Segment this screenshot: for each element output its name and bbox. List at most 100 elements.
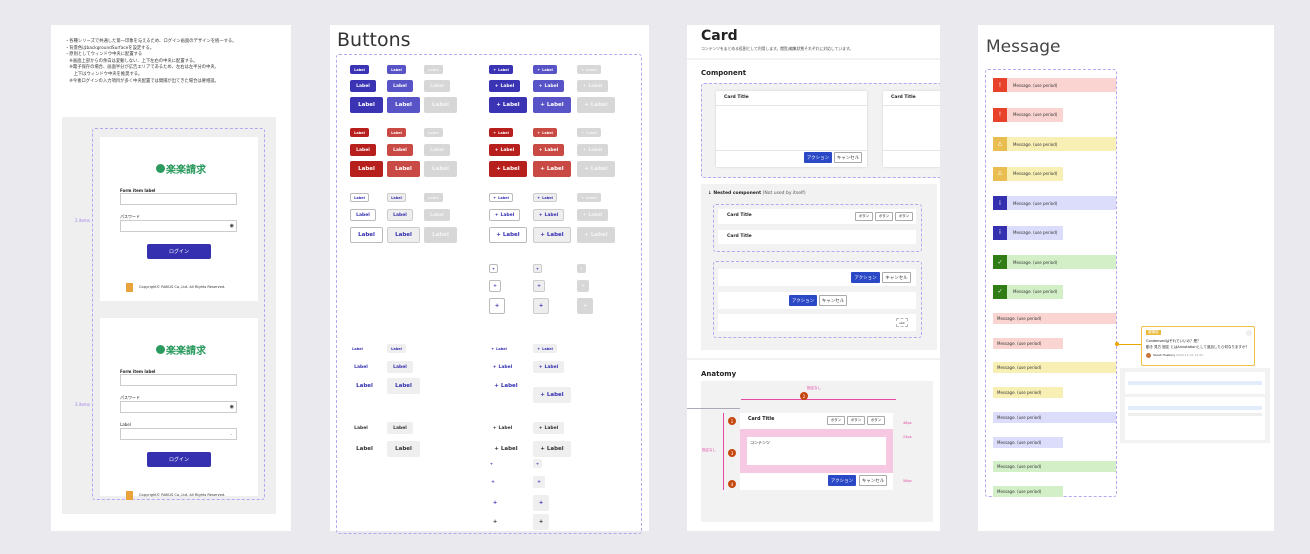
small-button[interactable]: ボタン (855, 212, 873, 221)
eye-off-icon[interactable]: ◉ (229, 404, 234, 410)
text-button-with-icon[interactable]: + Label (487, 378, 525, 394)
text-button[interactable]: Label (348, 361, 374, 373)
action-button[interactable]: アクション (828, 475, 856, 486)
eye-off-icon[interactable]: ◉ (229, 223, 234, 229)
cancel-button[interactable]: キャンセル (859, 475, 887, 486)
secondary-button[interactable]: Label (387, 227, 420, 243)
icon-button[interactable]: + (489, 280, 501, 292)
danger-button-with-icon[interactable]: + Label (489, 144, 520, 156)
secondary-button-with-icon[interactable]: + Label (489, 209, 520, 221)
danger-button[interactable]: Label (424, 128, 443, 137)
primary-button[interactable]: Label (350, 65, 369, 74)
icon-button[interactable]: + (489, 298, 505, 314)
neutral-text-button-with-icon[interactable]: + Label (533, 441, 571, 457)
secondary-button[interactable]: Label (350, 227, 383, 243)
primary-button-with-icon[interactable]: + Label (489, 65, 513, 74)
text-button-with-icon[interactable]: + Label (487, 344, 511, 353)
cancel-button[interactable]: キャンセル (819, 295, 847, 306)
action-button[interactable]: アクション (789, 295, 817, 306)
neutral-text-button-with-icon[interactable]: + Label (487, 441, 525, 457)
text-button-with-icon[interactable]: + Label (533, 387, 571, 403)
secondary-button-with-icon[interactable]: + Label (577, 227, 615, 243)
neutral-text-button[interactable]: Label (348, 422, 374, 434)
text-button-with-icon[interactable]: + Label (487, 361, 518, 373)
text-icon-button[interactable]: + (533, 514, 549, 530)
primary-button[interactable]: Label (424, 65, 443, 74)
select-input[interactable]: ⌄ (120, 428, 237, 440)
text-button[interactable]: Label (387, 344, 406, 353)
text-icon-button[interactable]: + (533, 476, 545, 488)
text-button[interactable]: Label (387, 378, 420, 394)
secondary-button[interactable]: Label (350, 193, 369, 202)
small-button[interactable]: ボタン (867, 416, 885, 425)
cancel-button[interactable]: キャンセル (882, 272, 911, 283)
secondary-button-with-icon[interactable]: + Label (489, 193, 513, 202)
danger-button[interactable]: Label (387, 128, 406, 137)
text-icon-button[interactable]: + (533, 495, 549, 511)
text-button[interactable]: Label (387, 361, 413, 373)
password-input[interactable]: ◉ (120, 401, 237, 413)
primary-button-with-icon[interactable]: + Label (489, 80, 520, 92)
text-icon-button[interactable]: + (487, 514, 503, 530)
primary-button[interactable]: Label (350, 97, 383, 113)
comment-popup[interactable]: 要確認 Condensedはそれでいいの？是？ 動き 見方 固定 とはAnnot… (1141, 326, 1255, 366)
text-icon-button[interactable]: + (487, 476, 499, 488)
primary-button-with-icon[interactable]: + Label (577, 65, 601, 74)
text-input[interactable] (120, 374, 237, 386)
danger-button[interactable]: Label (387, 144, 413, 156)
danger-button[interactable]: Label (350, 161, 383, 177)
text-button-with-icon[interactable]: + Label (533, 344, 557, 353)
text-button[interactable]: Label (348, 378, 381, 394)
action-button[interactable]: アクション (804, 152, 832, 163)
text-button[interactable]: Label (348, 344, 367, 353)
secondary-button[interactable]: Label (424, 209, 450, 221)
danger-button-with-icon[interactable]: + Label (577, 161, 615, 177)
icon-button[interactable]: + (489, 264, 498, 273)
primary-button-with-icon[interactable]: + Label (533, 65, 557, 74)
icon-button[interactable]: + (577, 298, 593, 314)
secondary-button[interactable]: Label (350, 209, 376, 221)
text-icon-button[interactable]: + (487, 495, 503, 511)
secondary-button-with-icon[interactable]: + Label (533, 193, 557, 202)
icon-button[interactable]: + (577, 280, 589, 292)
neutral-text-button[interactable]: Label (387, 441, 420, 457)
icon-button[interactable]: + (577, 264, 586, 273)
danger-button[interactable]: Label (424, 144, 450, 156)
login-button[interactable]: ログイン (147, 244, 211, 259)
neutral-text-button[interactable]: Label (348, 441, 381, 457)
danger-button-with-icon[interactable]: + Label (533, 144, 564, 156)
small-button[interactable]: ボタン (875, 212, 893, 221)
primary-button[interactable]: Label (424, 97, 457, 113)
secondary-button[interactable]: Label (387, 209, 413, 221)
danger-button[interactable]: Label (387, 161, 420, 177)
secondary-button-with-icon[interactable]: + Label (577, 193, 601, 202)
danger-button-with-icon[interactable]: + Label (489, 161, 527, 177)
text-button-with-icon[interactable]: + Label (533, 361, 564, 373)
primary-button[interactable]: Label (424, 80, 450, 92)
icon-button[interactable]: + (533, 264, 542, 273)
login-button[interactable]: ログイン (147, 452, 211, 467)
close-icon[interactable] (1246, 330, 1252, 336)
primary-button[interactable]: Label (387, 80, 413, 92)
action-button[interactable]: アクション (851, 272, 880, 283)
neutral-text-button-with-icon[interactable]: + Label (533, 422, 564, 434)
danger-button-with-icon[interactable]: + Label (489, 128, 513, 137)
small-button[interactable]: ボタン (847, 416, 865, 425)
neutral-text-button-with-icon[interactable]: + Label (487, 422, 518, 434)
danger-button-with-icon[interactable]: + Label (577, 128, 601, 137)
small-button[interactable]: ボタン (827, 416, 845, 425)
primary-button-with-icon[interactable]: + Label (533, 80, 564, 92)
icon-button[interactable]: + (533, 280, 545, 292)
icon-button[interactable]: + (533, 298, 549, 314)
text-icon-button[interactable]: + (533, 459, 542, 468)
cancel-button[interactable]: キャンセル (834, 152, 862, 163)
danger-button[interactable]: Label (424, 161, 457, 177)
primary-button[interactable]: Label (350, 80, 376, 92)
primary-button-with-icon[interactable]: + Label (489, 97, 527, 113)
primary-button[interactable]: Label (387, 65, 406, 74)
text-icon-button[interactable]: + (487, 459, 496, 468)
danger-button[interactable]: Label (350, 128, 369, 137)
danger-button-with-icon[interactable]: + Label (577, 144, 608, 156)
danger-button-with-icon[interactable]: + Label (533, 161, 571, 177)
password-input[interactable]: ◉ (120, 220, 237, 232)
